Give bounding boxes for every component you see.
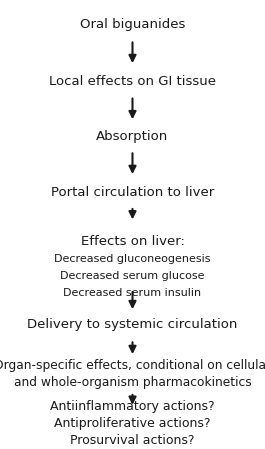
Text: Absorption: Absorption (96, 130, 169, 142)
Text: Organ-specific effects, conditional on cellular
and whole-organism pharmacokinet: Organ-specific effects, conditional on c… (0, 359, 265, 389)
Text: Decreased serum insulin: Decreased serum insulin (63, 288, 202, 298)
Text: Effects on liver:: Effects on liver: (81, 235, 184, 248)
Text: Local effects on GI tissue: Local effects on GI tissue (49, 75, 216, 88)
Text: Oral biguanides: Oral biguanides (80, 18, 185, 31)
Text: Decreased serum glucose: Decreased serum glucose (60, 271, 205, 281)
Text: Antiinflammatory actions?
Antiproliferative actions?
Prosurvival actions?
Antiag: Antiinflammatory actions? Antiproliferat… (50, 400, 215, 449)
Text: Delivery to systemic circulation: Delivery to systemic circulation (27, 318, 238, 330)
Text: Portal circulation to liver: Portal circulation to liver (51, 186, 214, 198)
Text: Decreased gluconeogenesis: Decreased gluconeogenesis (54, 254, 211, 264)
